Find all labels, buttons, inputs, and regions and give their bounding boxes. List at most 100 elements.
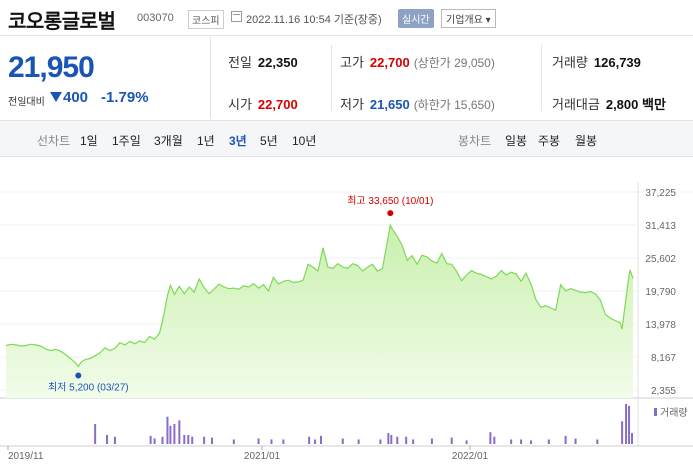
volume-bar [510,439,513,444]
period-5y[interactable]: 5년 [260,134,278,148]
down-arrow-icon [50,92,62,102]
candle-daily[interactable]: 일봉 [505,134,528,148]
y-tick-label: 13,978 [645,320,676,331]
change-label: 전일대비 [8,97,45,108]
period-toolbar: 선차트 1일 1주일 3개월 1년 3년 5년 10년 봉차트 일봉 주봉 월봉 [0,120,693,157]
volume-bar [564,435,567,444]
volume-bar [149,435,152,444]
volume-bar [232,439,235,444]
market-badge: 코스피 [188,10,224,29]
candle-chart-label: 봉차트 [458,134,492,148]
volume-bar [153,438,156,444]
period-1d[interactable]: 1일 [80,134,98,148]
volume-bar [412,439,415,444]
stock-code: 003070 [137,12,174,24]
volume-bar [187,434,190,444]
period-1w[interactable]: 1주일 [112,134,141,148]
volume-bar [628,405,631,444]
low-label: 최저 5,200 (03/27) [48,381,129,393]
volume-bar [270,439,273,444]
volume-bar [211,437,214,444]
price-change-pct: -1.79% [101,89,149,106]
candle-weekly[interactable]: 주봉 [538,134,561,148]
volume-bar [203,436,206,444]
realtime-button[interactable]: 실시간 [398,9,434,28]
candle-monthly[interactable]: 월봉 [575,134,598,148]
volume-bar [387,433,390,444]
x-tick-label: 2019/11 [8,451,44,462]
volume-bar [574,438,577,444]
volume-bar [169,425,172,444]
x-axis-labels: 2019/11 2021/01 2022/01 [7,446,489,462]
volume-bar [631,433,634,444]
quote-stats: 전일 22,350 고가 22,700 (상한가 29,050) 거래량 126,739… [212,37,693,119]
volume-bar [308,436,311,444]
current-price: 21,950 [8,51,95,84]
stat-amount: 거래대금 2,800 백만 [552,97,666,112]
volume-bar [621,421,624,444]
y-tick-label: 2,355 [651,386,676,397]
volume-bar [161,436,164,444]
x-tick-label: 2022/01 [452,451,489,462]
volume-bar [520,439,523,444]
volume-bar [390,434,393,444]
volume-bar [529,440,532,444]
y-tick-label: 8,167 [651,353,676,364]
volume-bars: 거래량 [94,404,688,444]
volume-bar [379,439,382,444]
volume-bar [493,436,496,444]
period-1y[interactable]: 1년 [197,134,215,148]
volume-bar [173,424,176,444]
stat-prev: 전일 22,350 [228,55,298,70]
line-chart-label: 선차트 [37,134,71,148]
volume-legend-label: 거래량 [660,407,688,419]
volume-bar [106,434,109,444]
volume-bar [314,439,317,444]
volume-legend-swatch [654,408,657,416]
volume-bar [113,436,116,444]
high-marker [387,210,394,217]
period-10y[interactable]: 10년 [292,134,317,148]
volume-bar [191,436,194,444]
stat-open: 시가 22,700 [228,97,298,112]
y-tick-label: 31,413 [645,221,676,232]
stat-high: 고가 22,700 (상한가 29,050) [340,55,495,70]
volume-bar [596,439,599,444]
price-line [5,223,634,368]
y-axis-ticks: 37,225 31,413 25,602 19,790 13,978 8,167 2,355 [645,188,676,397]
volume-bar [183,434,186,444]
volume-bar [282,439,285,444]
price-box: 21,950 전일대비 400 -1.79% [0,37,211,119]
stock-header: 코오롱글로벌 003070 코스피 2022.11.16 10:54 기준(장중… [0,0,693,36]
price-area [6,225,633,398]
high-low-markers: 최고 33,650 (10/01) 최저 5,200 (03/27) [48,195,433,393]
volume-bar [396,436,399,444]
volume-bar [166,416,169,444]
volume-bar [547,439,550,444]
period-3m[interactable]: 3개월 [154,134,183,148]
y-tick-label: 37,225 [645,188,676,199]
period-3y[interactable]: 3년 [229,134,247,148]
volume-bar [450,437,453,444]
volume-bar [357,439,360,444]
stat-volume: 거래량 126,739 [552,55,641,70]
volume-bar [257,438,260,444]
high-label: 최고 33,650 (10/01) [347,195,433,207]
price-chart[interactable]: 37,225 31,413 25,602 19,790 13,978 8,167 2,355… [0,158,693,474]
stat-low: 저가 21,650 (하한가 15,650) [340,97,495,112]
x-tick-label: 2021/01 [244,451,281,462]
volume-bar [489,432,492,444]
low-marker [75,372,82,379]
y-tick-label: 25,602 [645,254,676,265]
price-change: 400 [63,89,89,106]
volume-bar [625,404,628,444]
company-summary-button[interactable]: 기업개요 ▾ [441,9,496,28]
quote-datetime: 2022.11.16 10:54 기준(장중) [246,14,382,26]
calendar-icon [231,11,242,22]
divider [331,45,332,111]
volume-bar [341,438,344,444]
y-tick-label: 19,790 [645,287,676,298]
volume-bar [178,420,181,444]
stock-name[interactable]: 코오롱글로벌 [8,11,116,33]
volume-bar [430,438,433,444]
